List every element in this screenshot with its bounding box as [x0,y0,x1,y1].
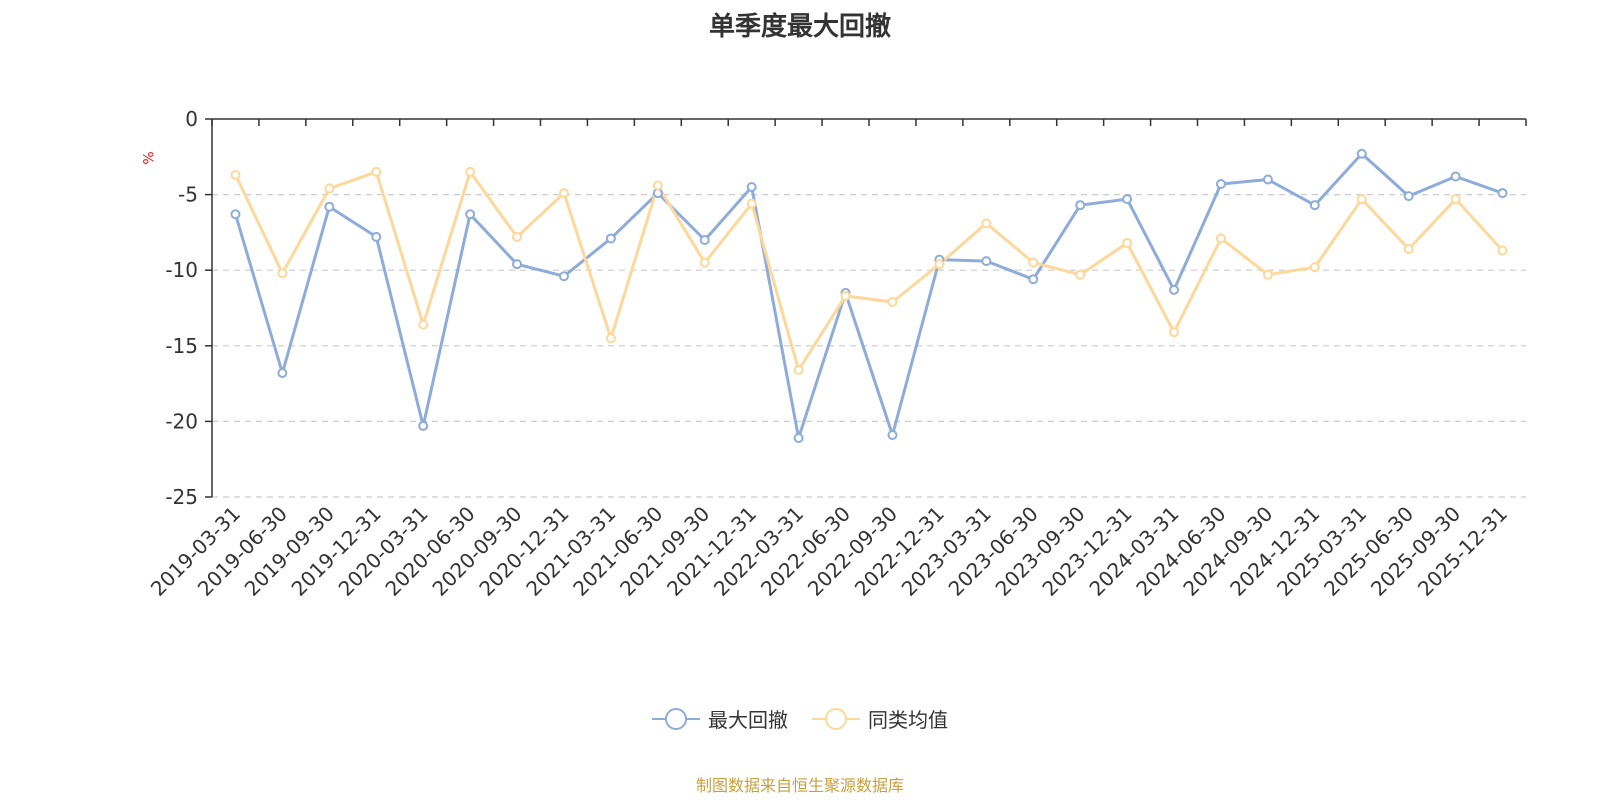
data-point-1 [1309,262,1320,273]
data-point-0 [371,231,382,242]
data-point-1 [840,290,851,301]
legend-item-series-1[interactable]: 同类均值 [812,704,948,733]
data-point-1 [605,333,616,344]
data-point-1 [1262,269,1273,280]
data-point-1 [652,180,663,191]
data-point-0 [1262,174,1273,185]
line-chart: 0-5-10-15-20-252019-03-312019-06-302019-… [146,107,1527,601]
data-point-0 [465,209,476,220]
data-point-0 [277,368,288,379]
data-point-0 [1075,200,1086,211]
data-point-1 [418,319,429,330]
data-point-1 [1122,237,1133,248]
legend-label: 同类均值 [868,708,948,732]
data-point-0 [1122,194,1133,205]
series-line-1 [234,170,1504,372]
data-point-0 [605,233,616,244]
data-point-1 [1169,327,1180,338]
data-point-1 [746,198,757,209]
data-point-1 [1028,257,1039,268]
data-point-0 [1497,188,1508,199]
data-point-1 [512,231,523,242]
y-tick-label: -15 [165,334,198,358]
data-point-1 [558,188,569,199]
data-point-0 [324,201,335,212]
data-point-0 [1169,284,1180,295]
data-point-1 [1075,269,1086,280]
legend: 最大回撤 同类均值 [0,704,1600,733]
data-point-1 [230,169,241,180]
data-point-0 [512,259,523,270]
data-point-1 [1497,245,1508,256]
data-point-0 [1028,274,1039,285]
data-point-0 [793,433,804,444]
data-point-0 [558,271,569,282]
data-point-1 [1450,194,1461,205]
data-point-0 [230,209,241,220]
data-point-1 [324,183,335,194]
data-point-1 [465,166,476,177]
data-point-0 [981,256,992,267]
data-point-1 [981,218,992,229]
data-point-0 [1309,200,1320,211]
y-tick-label: -10 [165,258,198,282]
data-point-0 [699,234,710,245]
source-footer: 制图数据来自恒生聚源数据库 [695,776,904,795]
y-tick-label: -5 [178,183,198,207]
data-point-1 [1403,244,1414,255]
data-point-0 [1403,191,1414,202]
y-tick-label: -20 [165,409,198,433]
data-point-0 [887,430,898,441]
data-point-1 [699,257,710,268]
legend-item-series-0[interactable]: 最大回撤 [652,704,788,733]
data-point-1 [887,296,898,307]
series-line-0 [234,152,1504,440]
chart-title: 单季度最大回撤 [708,12,891,42]
data-point-0 [746,182,757,193]
data-point-1 [1356,194,1367,205]
data-point-0 [1215,179,1226,190]
data-point-1 [277,268,288,279]
data-point-0 [1356,148,1367,159]
legend-marker-icon [812,707,860,730]
data-point-0 [418,420,429,431]
legend-label: 最大回撤 [708,708,788,732]
y-tick-label: -25 [165,485,198,509]
y-tick-label: 0 [185,107,198,131]
data-point-1 [934,259,945,270]
data-point-1 [793,364,804,375]
legend-marker-icon [652,707,700,730]
data-point-1 [1215,233,1226,244]
data-point-0 [1450,171,1461,182]
data-point-1 [371,166,382,177]
